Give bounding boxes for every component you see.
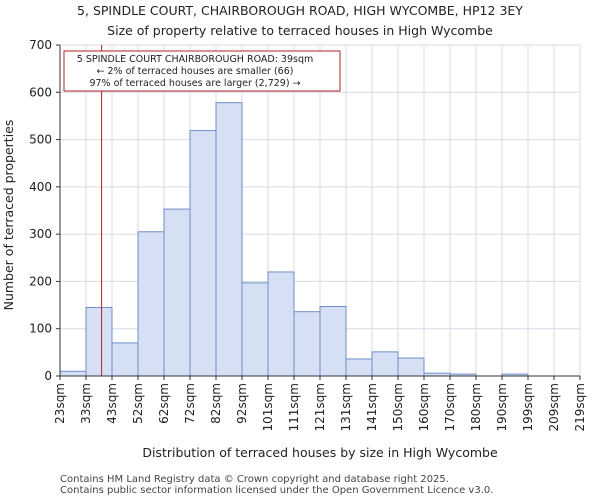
histogram-bar — [189, 130, 217, 377]
x-axis-label: Distribution of terraced houses by size … — [142, 445, 498, 460]
y-tick-label: 400 — [29, 180, 52, 194]
x-tick-label: 111sqm — [287, 383, 301, 431]
annotation-line-1: 5 SPINDLE COURT CHAIRBOROUGH ROAD: 39sqm — [77, 54, 314, 65]
histogram-bar — [371, 351, 399, 377]
y-tick-label: 200 — [29, 274, 52, 288]
x-tick-label: 219sqm — [573, 383, 587, 431]
chart-subtitle: Size of property relative to terraced ho… — [107, 23, 493, 38]
histogram-bar — [215, 102, 243, 377]
annotation-box — [63, 50, 341, 92]
x-tick-label: 190sqm — [495, 383, 509, 431]
x-tick-label: 62sqm — [157, 383, 171, 424]
histogram-bar — [137, 231, 165, 377]
annotation: 5 SPINDLE COURT CHAIRBOROUGH ROAD: 39sqm… — [63, 50, 341, 92]
histogram-bar — [345, 358, 373, 377]
x-tick-label: 23sqm — [53, 383, 67, 424]
histogram-bar — [163, 208, 191, 377]
y-tick-label: 100 — [29, 322, 52, 336]
x-tick-label: 121sqm — [313, 383, 327, 431]
x-tick-label: 101sqm — [261, 383, 275, 431]
x-tick-label: 180sqm — [469, 383, 483, 431]
x-tick-label: 199sqm — [521, 383, 535, 431]
histogram-bar — [293, 311, 321, 377]
footer-line-2: Contains public sector information licen… — [60, 485, 494, 496]
histogram-bar — [85, 306, 113, 377]
histogram-bar — [267, 271, 295, 377]
x-tick-label: 141sqm — [365, 383, 379, 431]
x-tick-label: 72sqm — [183, 383, 197, 424]
y-tick-label: 300 — [29, 227, 52, 241]
y-tick-label: 600 — [29, 85, 52, 99]
histogram-bar — [111, 342, 139, 377]
x-tick-label: 170sqm — [443, 383, 457, 431]
y-tick-label: 700 — [29, 38, 52, 52]
annotation-line-2: ← 2% of terraced houses are smaller (66) — [97, 66, 294, 77]
x-tick-label: 131sqm — [339, 383, 353, 431]
x-tick-label: 43sqm — [105, 383, 119, 424]
chart-title: 5, SPINDLE COURT, CHAIRBOROUGH ROAD, HIG… — [77, 3, 523, 18]
histogram-bar — [59, 370, 87, 377]
x-tick-label: 52sqm — [131, 383, 145, 424]
histogram-bar — [241, 282, 269, 377]
y-tick-label: 500 — [29, 133, 52, 147]
annotation-line-3: 97% of terraced houses are larger (2,729… — [89, 78, 300, 89]
bars — [59, 102, 529, 377]
histogram-bar — [319, 305, 347, 377]
x-tick-label: 33sqm — [79, 383, 93, 424]
y-axis-label: Number of terraced properties — [1, 120, 16, 311]
y-tick-label: 0 — [44, 369, 52, 383]
x-tick-label: 82sqm — [209, 383, 223, 424]
x-tick-label: 160sqm — [417, 383, 431, 431]
x-tick-label: 92sqm — [235, 383, 249, 424]
histogram-bar — [397, 357, 425, 377]
x-tick-label: 209sqm — [547, 383, 561, 431]
axes — [56, 44, 581, 380]
x-tick-label: 150sqm — [391, 383, 405, 431]
tick-labels: 0 100 200 300 400 500 600 700 23sqm 33sqm 43sqm 52s… — [29, 38, 587, 431]
footer-line-1: Contains HM Land Registry data © Crown c… — [60, 474, 449, 485]
